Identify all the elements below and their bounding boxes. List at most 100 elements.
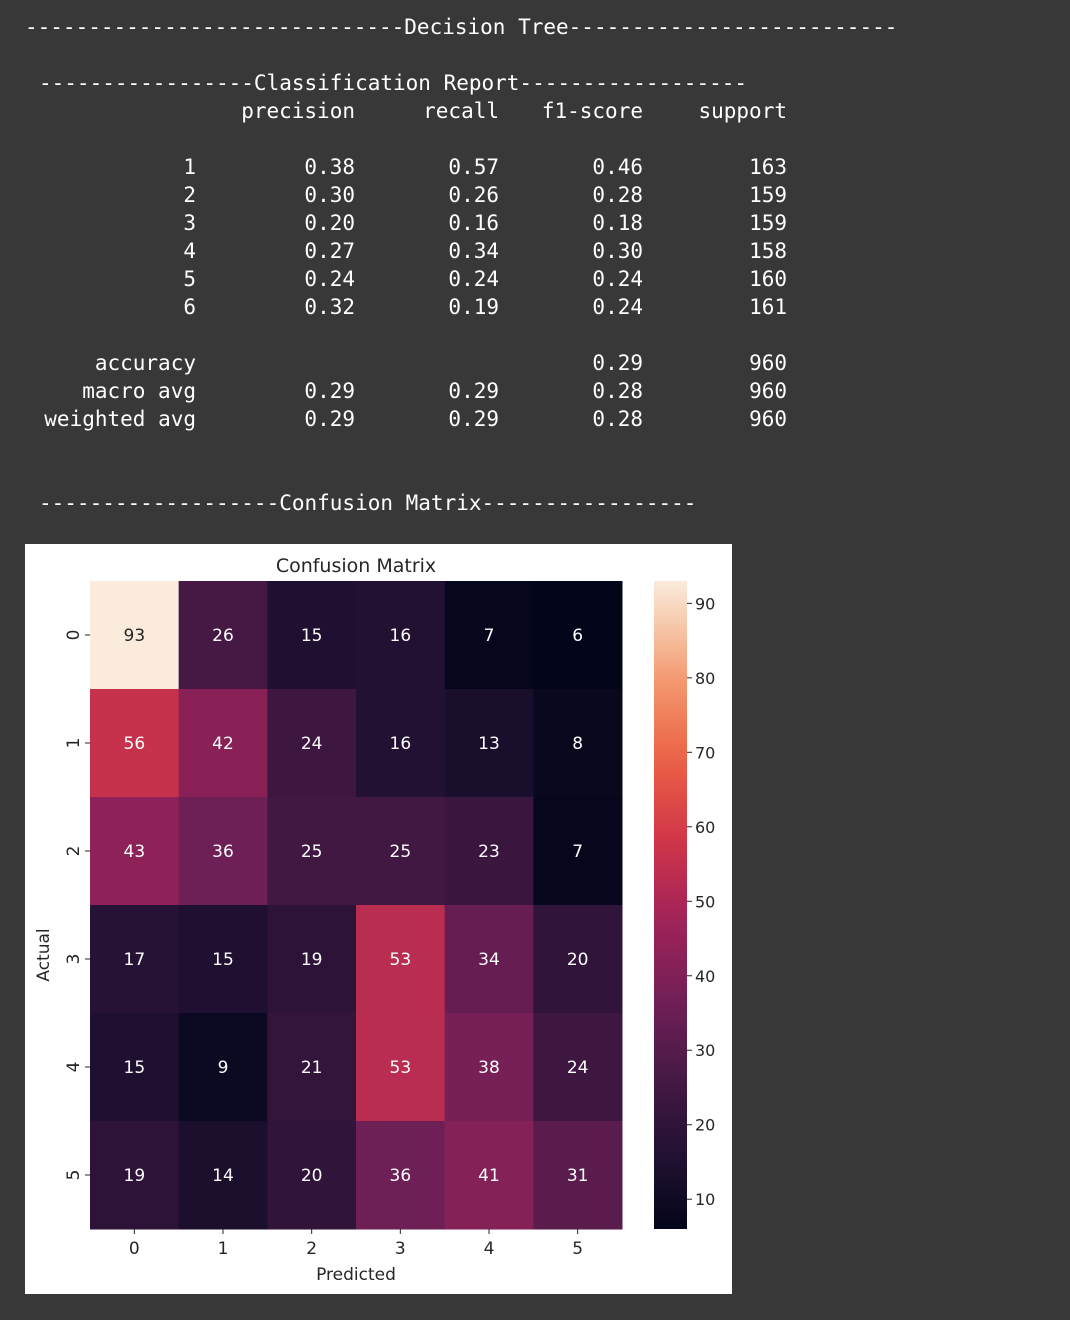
- cell-value-label: 56: [124, 734, 146, 754]
- heatmap-cell: [533, 581, 623, 690]
- y-tick-label: 5: [64, 1170, 84, 1181]
- cell-value-label: 25: [301, 842, 323, 862]
- cell-value-label: 24: [301, 734, 323, 754]
- report-cell-f1: 0.30: [592, 239, 643, 263]
- cell-value-label: 7: [572, 842, 583, 862]
- report-cell-recall: 0.57: [448, 155, 499, 179]
- report-cell-label: 6: [183, 295, 196, 319]
- cell-value-label: 20: [567, 950, 589, 970]
- summary-cell-support: 960: [749, 407, 787, 431]
- heatmap-cell: [533, 1013, 623, 1122]
- cell-value-label: 36: [390, 1166, 412, 1186]
- cell-value-label: 6: [572, 626, 583, 646]
- cell-value-label: 15: [124, 1058, 146, 1078]
- colorbar-tick-label: 50: [695, 892, 715, 911]
- summary-cell-recall: 0.29: [448, 407, 499, 431]
- report-cell-recall: 0.34: [448, 239, 499, 263]
- report-cell-f1: 0.24: [592, 295, 643, 319]
- heatmap-cell: [178, 905, 268, 1014]
- report-cell-support: 161: [749, 295, 787, 319]
- confusion-matrix-figure: Confusion Matrix 93 26 15 16 7 6 56 42 24 16 13 8 43 3…: [25, 544, 732, 1294]
- heatmap-cell: [178, 1013, 268, 1122]
- x-tick-label: 5: [572, 1239, 583, 1259]
- y-tick-label: 0: [64, 630, 84, 641]
- summary-cell-f1: 0.28: [592, 407, 643, 431]
- heatmap-cell: [533, 797, 623, 906]
- heatmap-cell: [356, 1013, 446, 1122]
- heatmap-cell: [444, 905, 534, 1014]
- summary-cell-recall: 0.29: [448, 379, 499, 403]
- report-cell-precision: 0.38: [304, 155, 355, 179]
- report-column-header: f1-score: [541, 99, 643, 123]
- heatmap-cell: [178, 689, 268, 798]
- cell-value-label: 17: [124, 950, 146, 970]
- heatmap-cell: [267, 1121, 357, 1230]
- cell-value-label: 7: [484, 626, 495, 646]
- colorbar-tick-label: 90: [695, 594, 715, 613]
- heatmap-cell: [356, 797, 446, 906]
- heatmap-cell: [267, 1013, 357, 1122]
- classification-report-banner: -----------------Classification Report--…: [39, 71, 748, 95]
- cell-value-label: 15: [301, 626, 323, 646]
- decision-tree-header: ------------------------------Decision T…: [25, 15, 898, 39]
- cell-value-label: 41: [478, 1166, 500, 1186]
- report-cell-precision: 0.27: [304, 239, 355, 263]
- heatmap-cell: [90, 581, 180, 690]
- cell-value-label: 19: [124, 1166, 146, 1186]
- colorbar-tick-label: 80: [695, 669, 715, 688]
- cell-value-label: 53: [390, 950, 412, 970]
- colorbar-tick-label: 40: [695, 967, 715, 986]
- cell-value-label: 19: [301, 950, 323, 970]
- report-cell-f1: 0.46: [592, 155, 643, 179]
- summary-cell-support: 960: [749, 351, 787, 375]
- colorbar-tick-label: 60: [695, 818, 715, 837]
- heatmap-cell: [356, 581, 446, 690]
- cell-value-label: 53: [390, 1058, 412, 1078]
- report-column-header: precision: [241, 99, 355, 123]
- report-cell-recall: 0.26: [448, 183, 499, 207]
- report-cell-precision: 0.20: [304, 211, 355, 235]
- cell-value-label: 14: [212, 1166, 234, 1186]
- cell-value-label: 36: [212, 842, 234, 862]
- report-cell-f1: 0.18: [592, 211, 643, 235]
- cell-value-label: 15: [212, 950, 234, 970]
- report-cell-label: 5: [183, 267, 196, 291]
- heatmap-cell: [267, 905, 357, 1014]
- y-tick-label: 2: [64, 846, 84, 857]
- report-cell-f1: 0.24: [592, 267, 643, 291]
- colorbar-tick-label: 70: [695, 743, 715, 762]
- y-tick-label: 3: [64, 954, 84, 965]
- x-tick-label: 4: [484, 1239, 495, 1259]
- report-cell-recall: 0.24: [448, 267, 499, 291]
- y-axis-label: Actual: [34, 928, 54, 981]
- summary-cell-label: macro avg: [82, 379, 196, 403]
- heatmap-cell: [178, 581, 268, 690]
- cell-value-label: 8: [572, 734, 583, 754]
- report-cell-support: 160: [749, 267, 787, 291]
- cell-value-label: 16: [390, 734, 412, 754]
- cell-value-label: 93: [124, 626, 146, 646]
- summary-cell-label: weighted avg: [44, 407, 196, 431]
- heatmap-cell: [267, 689, 357, 798]
- cell-value-label: 38: [478, 1058, 500, 1078]
- heatmap-cell: [178, 797, 268, 906]
- cell-value-label: 34: [478, 950, 500, 970]
- summary-cell-f1: 0.29: [592, 351, 643, 375]
- heatmap-cell: [267, 797, 357, 906]
- report-cell-label: 3: [183, 211, 196, 235]
- heatmap-cell: [267, 581, 357, 690]
- colorbar-tick-label: 20: [695, 1116, 715, 1135]
- x-tick-label: 0: [129, 1239, 140, 1259]
- y-tick-label: 4: [64, 1062, 84, 1073]
- summary-cell-label: accuracy: [94, 351, 196, 375]
- cell-value-label: 23: [478, 842, 500, 862]
- x-tick-label: 3: [395, 1239, 406, 1259]
- report-column-header: recall: [423, 99, 499, 123]
- report-cell-label: 2: [183, 183, 196, 207]
- chart-title: Confusion Matrix: [276, 555, 436, 577]
- cell-value-label: 24: [567, 1058, 589, 1078]
- cell-value-label: 16: [390, 626, 412, 646]
- heatmap-cell: [90, 1013, 180, 1122]
- cell-value-label: 43: [124, 842, 146, 862]
